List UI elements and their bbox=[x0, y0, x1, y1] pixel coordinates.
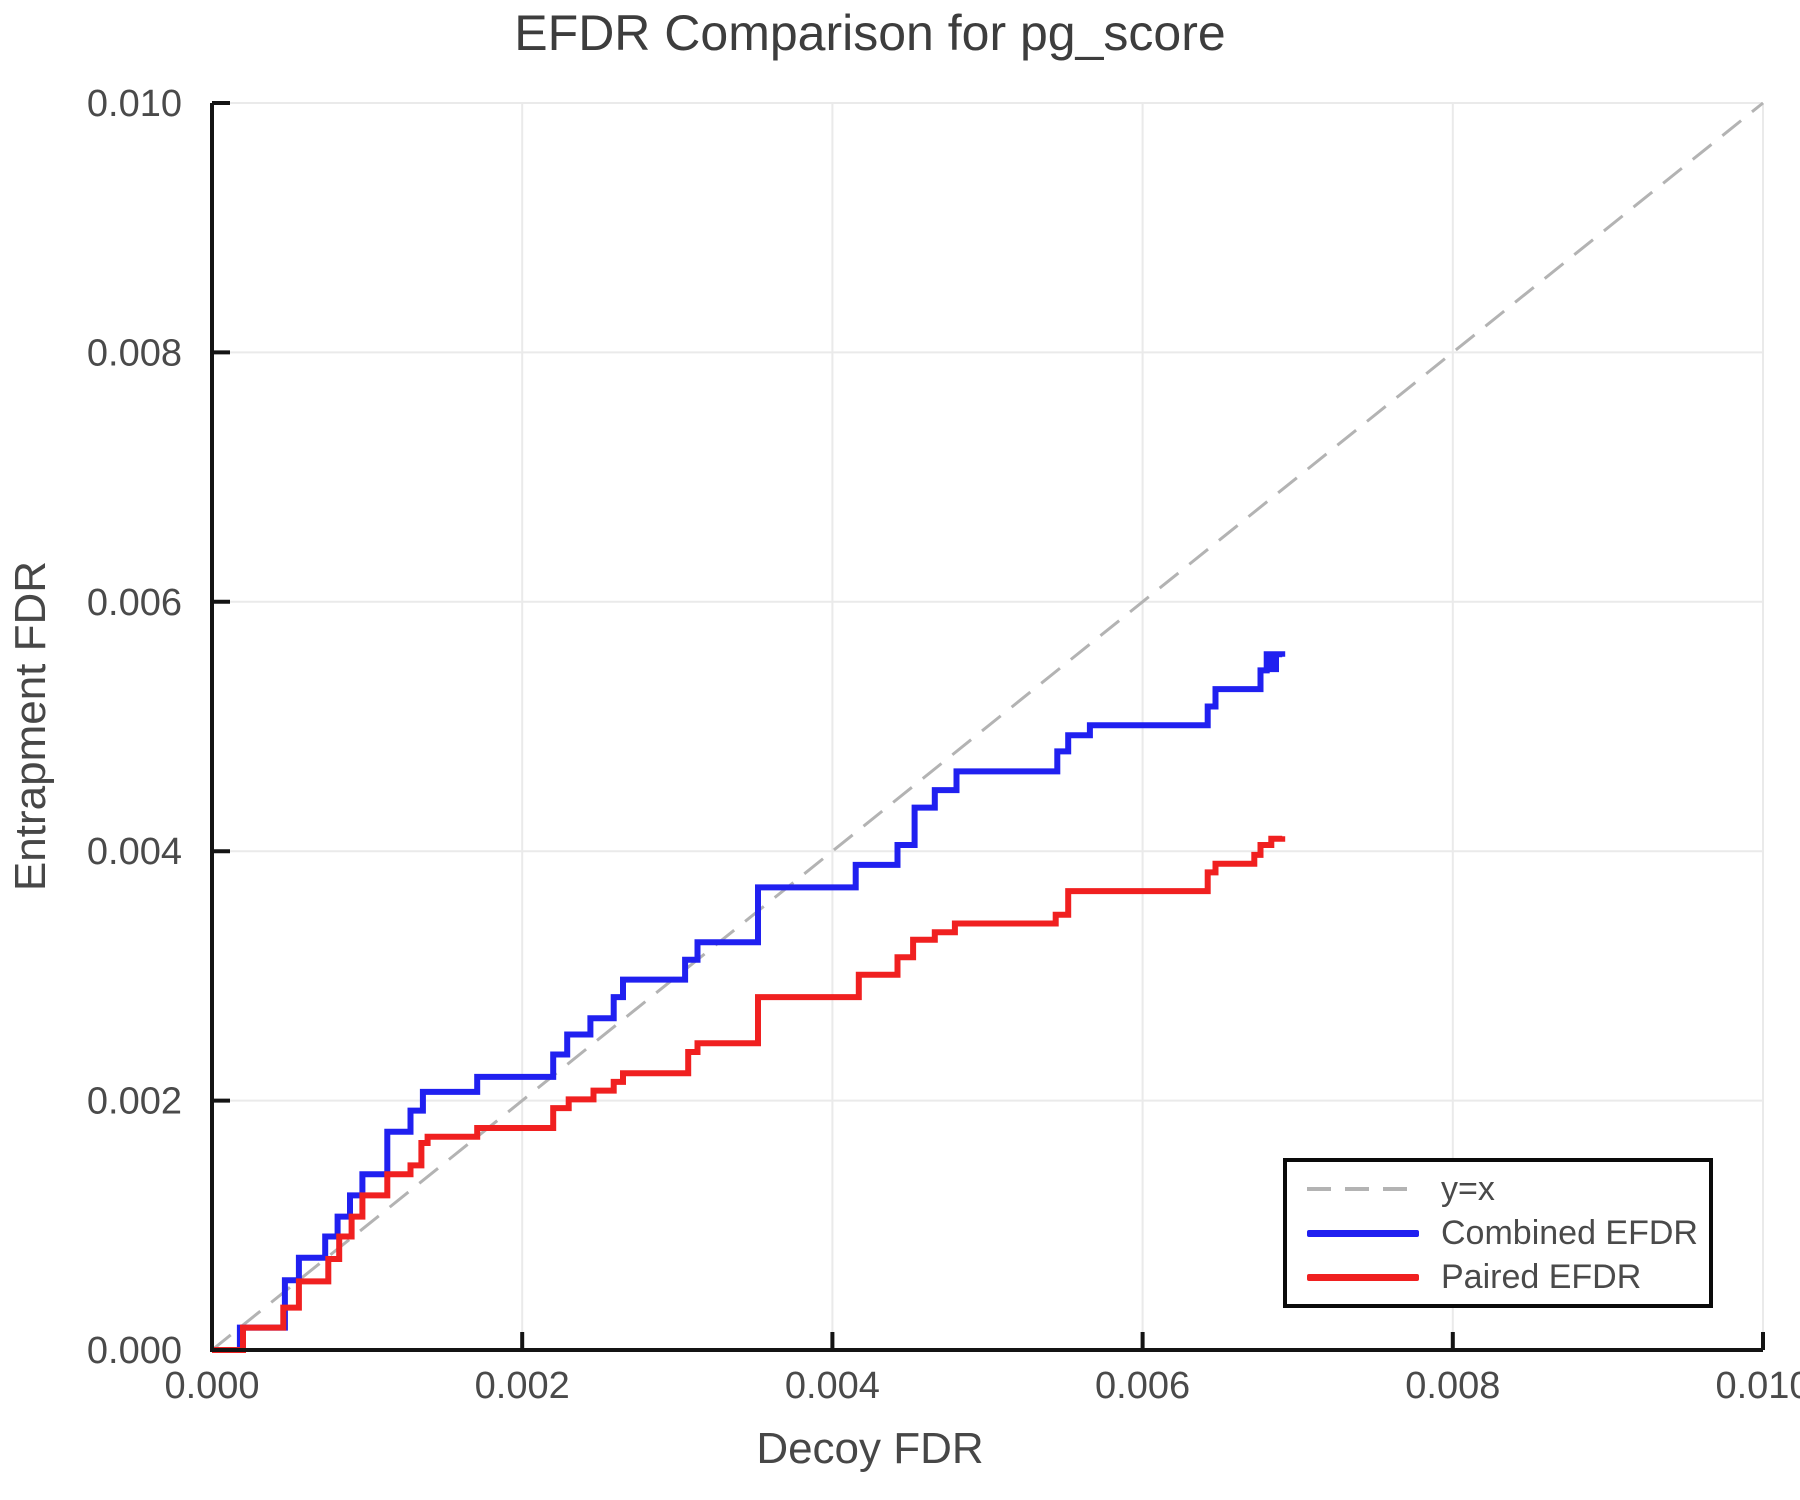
legend-label: Paired EFDR bbox=[1441, 1257, 1642, 1296]
red-line-swatch bbox=[1307, 1273, 1419, 1281]
svg-text:0.006: 0.006 bbox=[87, 582, 182, 624]
blue-line-swatch bbox=[1307, 1229, 1419, 1237]
legend-item-paired-efdr: Paired EFDR bbox=[1307, 1256, 1709, 1298]
svg-text:0.004: 0.004 bbox=[87, 831, 182, 873]
legend-label: y=x bbox=[1441, 1169, 1495, 1208]
svg-text:0.006: 0.006 bbox=[1095, 1365, 1190, 1407]
svg-text:0.004: 0.004 bbox=[785, 1365, 880, 1407]
legend: y=x Combined EFDR Paired EFDR bbox=[1283, 1158, 1713, 1308]
svg-text:0.002: 0.002 bbox=[87, 1081, 182, 1123]
x-axis-label: Decoy FDR bbox=[756, 1424, 984, 1473]
legend-label: Combined EFDR bbox=[1441, 1213, 1698, 1252]
svg-text:0.002: 0.002 bbox=[475, 1365, 570, 1407]
svg-text:0.000: 0.000 bbox=[164, 1365, 259, 1407]
svg-text:0.000: 0.000 bbox=[87, 1330, 182, 1372]
svg-text:0.010: 0.010 bbox=[1715, 1365, 1800, 1407]
svg-text:0.010: 0.010 bbox=[87, 83, 182, 125]
chart-title: EFDR Comparison for pg_score bbox=[514, 5, 1226, 61]
dashed-line-swatch bbox=[1307, 1187, 1419, 1191]
svg-text:0.008: 0.008 bbox=[1405, 1365, 1500, 1407]
svg-text:0.008: 0.008 bbox=[87, 332, 182, 374]
legend-item-yx: y=x bbox=[1307, 1168, 1709, 1210]
legend-item-combined-efdr: Combined EFDR bbox=[1307, 1212, 1709, 1254]
